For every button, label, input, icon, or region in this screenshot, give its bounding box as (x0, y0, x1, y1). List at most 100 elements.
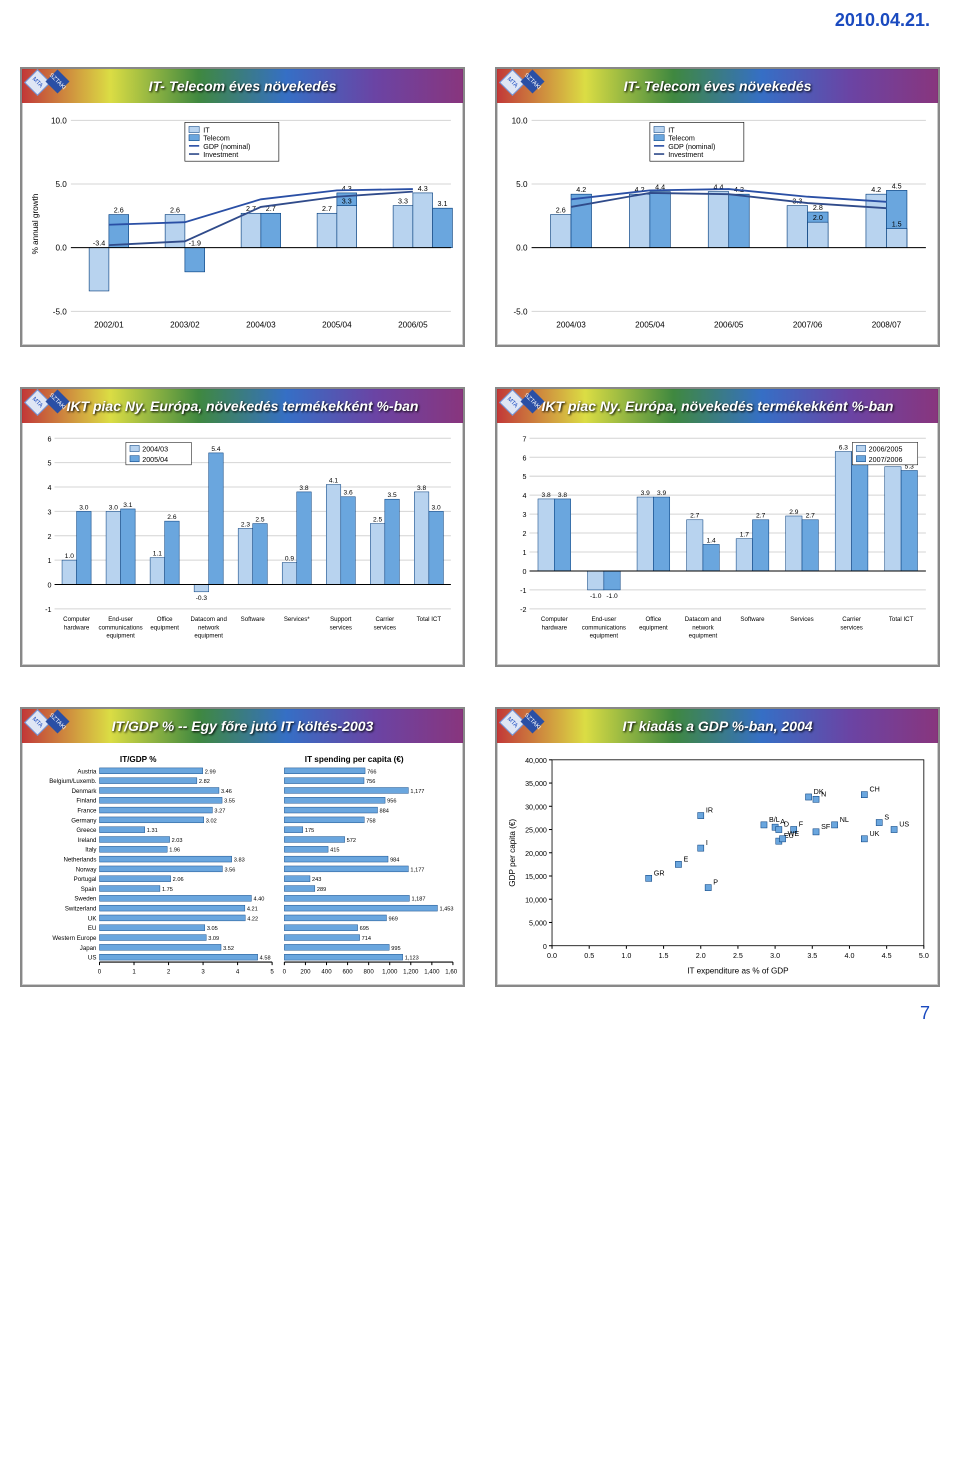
panel-4-chart: -2-1012345673.83.8Computerhardware-1.0-1… (497, 423, 938, 665)
svg-text:2: 2 (167, 968, 171, 975)
svg-text:956: 956 (387, 799, 396, 805)
panel-6-chart: 05,00010,00015,00020,00025,00030,00035,0… (497, 743, 938, 985)
svg-text:GDP (nominal): GDP (nominal) (668, 143, 715, 151)
page-date: 2010.04.21. (0, 0, 960, 37)
panel-2-title: IT- Telecom éves növekedés (497, 78, 938, 94)
svg-text:2.7: 2.7 (806, 513, 816, 520)
svg-text:Netherlands: Netherlands (63, 857, 96, 864)
svg-text:5.0: 5.0 (919, 952, 929, 960)
svg-text:2005/04: 2005/04 (142, 456, 168, 464)
svg-text:15,000: 15,000 (525, 873, 547, 881)
svg-text:3.9: 3.9 (641, 490, 651, 497)
svg-text:-1: -1 (520, 587, 526, 595)
svg-text:1.4: 1.4 (707, 537, 717, 544)
svg-text:3.05: 3.05 (207, 926, 218, 932)
svg-text:4.1: 4.1 (329, 478, 339, 485)
panel-5-title: IT/GDP % -- Egy főre jutó IT költés-2003 (22, 718, 463, 734)
svg-text:0.5: 0.5 (584, 952, 594, 960)
svg-text:Belgium/Luxemb.: Belgium/Luxemb. (49, 778, 97, 785)
svg-text:1,200: 1,200 (403, 968, 419, 975)
svg-text:2.0: 2.0 (696, 952, 706, 960)
svg-text:884: 884 (380, 808, 389, 814)
svg-text:US: US (899, 820, 909, 828)
svg-text:-5.0: -5.0 (513, 307, 528, 316)
svg-text:995: 995 (391, 946, 400, 952)
panel-3-chart: -101234561.03.0Computerhardware3.03.1End… (22, 423, 463, 665)
svg-text:B/L: B/L (769, 816, 780, 824)
svg-text:equipment: equipment (150, 624, 179, 631)
mta-sztaki-logo: MTASZTAKI (28, 393, 66, 412)
svg-text:Italy: Italy (85, 847, 97, 854)
svg-text:3: 3 (523, 511, 527, 519)
svg-text:2006/05: 2006/05 (714, 321, 744, 330)
svg-text:2005/04: 2005/04 (635, 321, 665, 330)
svg-text:Computer: Computer (541, 616, 568, 623)
panel-3: MTASZTAKI IKT piac Ny. Európa, növekedés… (20, 387, 465, 667)
svg-text:2.99: 2.99 (205, 769, 216, 775)
svg-text:6.3: 6.3 (839, 445, 849, 452)
panel-1-titlebar: MTASZTAKI IT- Telecom éves növekedés (22, 69, 463, 103)
svg-text:3.0: 3.0 (770, 952, 780, 960)
svg-text:2.5: 2.5 (733, 952, 743, 960)
svg-text:Western Europe: Western Europe (52, 935, 97, 942)
panel-1-chart: -5.00.05.010.0% annual growth-3.42.62002… (22, 103, 463, 345)
svg-text:756: 756 (366, 779, 375, 785)
svg-text:4.40: 4.40 (253, 897, 264, 903)
svg-text:-5.0: -5.0 (53, 307, 68, 316)
svg-text:3.1: 3.1 (438, 200, 448, 208)
svg-text:N: N (821, 790, 826, 798)
svg-text:40,000: 40,000 (525, 757, 547, 765)
svg-text:services: services (374, 624, 396, 631)
svg-text:984: 984 (390, 858, 399, 864)
svg-text:equipment: equipment (689, 632, 718, 639)
svg-text:2.9: 2.9 (789, 509, 799, 516)
svg-text:Software: Software (241, 616, 266, 623)
svg-text:Services: Services (790, 616, 813, 623)
svg-text:Total ICT: Total ICT (417, 616, 442, 623)
svg-text:Switzerland: Switzerland (65, 906, 97, 913)
svg-text:% annual growth: % annual growth (31, 194, 40, 255)
mta-sztaki-logo: MTASZTAKI (503, 73, 541, 92)
svg-text:0.0: 0.0 (55, 244, 67, 253)
svg-text:4.5: 4.5 (882, 952, 892, 960)
svg-text:2.03: 2.03 (172, 838, 183, 844)
svg-text:Telecom: Telecom (668, 135, 695, 143)
svg-text:Services*: Services* (284, 616, 310, 623)
svg-text:5: 5 (48, 460, 52, 468)
svg-text:3.5: 3.5 (387, 492, 397, 499)
svg-text:2008/07: 2008/07 (872, 321, 902, 330)
svg-text:2.5: 2.5 (255, 517, 265, 524)
svg-text:Software: Software (740, 616, 765, 623)
svg-text:5.0: 5.0 (516, 180, 528, 189)
svg-text:Sweden: Sweden (74, 896, 96, 903)
svg-text:3.56: 3.56 (224, 867, 235, 873)
svg-text:-1: -1 (45, 606, 51, 614)
svg-text:5.4: 5.4 (211, 446, 221, 453)
svg-text:Telecom: Telecom (203, 135, 230, 143)
svg-text:3.1: 3.1 (123, 502, 133, 509)
svg-text:Finland: Finland (76, 798, 96, 805)
svg-text:P: P (713, 879, 718, 887)
svg-text:1,177: 1,177 (410, 789, 424, 795)
svg-text:-1.0: -1.0 (606, 593, 618, 600)
svg-text:4.2: 4.2 (635, 186, 645, 194)
svg-text:Office: Office (645, 616, 661, 623)
svg-text:2007/06: 2007/06 (793, 321, 823, 330)
svg-text:30,000: 30,000 (525, 803, 547, 811)
svg-text:0: 0 (523, 568, 527, 576)
svg-text:3: 3 (48, 508, 52, 516)
svg-text:766: 766 (367, 769, 376, 775)
svg-text:5: 5 (523, 473, 527, 481)
svg-text:1: 1 (132, 968, 136, 975)
svg-text:communications: communications (582, 624, 626, 631)
svg-text:289: 289 (317, 887, 326, 893)
svg-text:2006/2005: 2006/2005 (869, 446, 903, 454)
svg-text:hardware: hardware (64, 624, 90, 631)
svg-text:600: 600 (342, 968, 353, 975)
svg-text:-1.9: -1.9 (189, 240, 201, 248)
svg-text:10.0: 10.0 (51, 116, 67, 125)
svg-text:3.09: 3.09 (208, 936, 219, 942)
svg-text:5,000: 5,000 (529, 920, 547, 928)
svg-text:Investment: Investment (668, 151, 703, 159)
svg-text:services: services (330, 624, 352, 631)
